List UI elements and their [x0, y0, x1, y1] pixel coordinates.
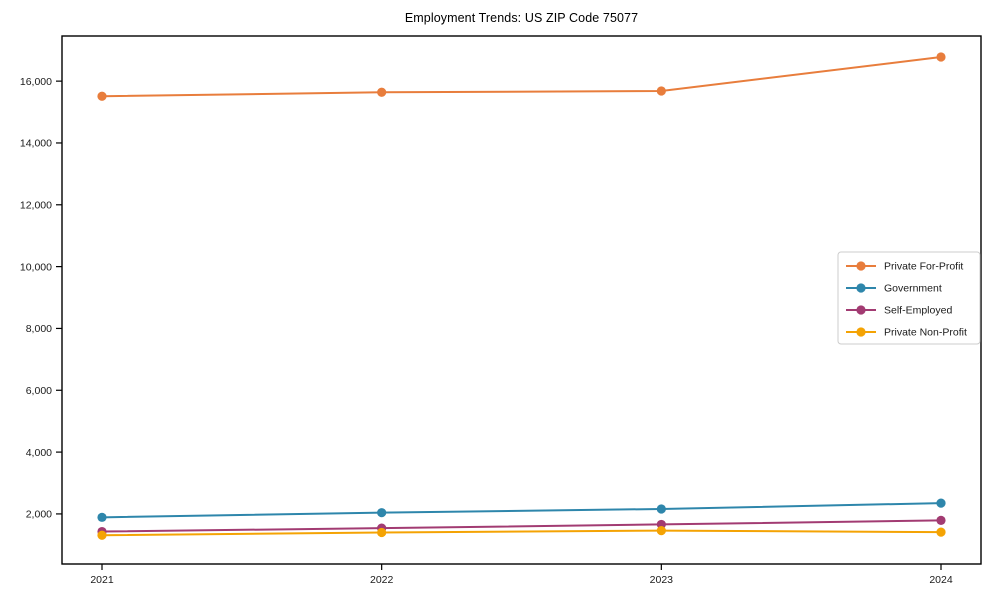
data-point [936, 527, 946, 537]
data-point [936, 515, 946, 526]
legend-marker-icon [856, 305, 866, 315]
data-point [936, 52, 946, 62]
data-point [936, 498, 946, 508]
y-axis-tick-label: 12,000 [20, 199, 52, 211]
data-point [656, 86, 666, 96]
legend-label: Private Non-Profit [884, 327, 967, 339]
data-point [97, 91, 107, 101]
y-axis-tick-label: 8,000 [26, 323, 52, 335]
chart-title: Employment Trends: US ZIP Code 75077 [404, 11, 639, 25]
data-point [377, 527, 387, 538]
series-line-self-employed [101, 519, 942, 533]
legend [837, 251, 981, 345]
series-line-private-non-profit [101, 529, 942, 537]
data-point [656, 526, 666, 536]
y-axis-tick-label: 6,000 [26, 385, 52, 397]
x-axis-tick-label: 2023 [650, 574, 674, 586]
x-axis-tick-label: 2021 [90, 574, 114, 586]
data-point [97, 530, 107, 540]
data-point [97, 512, 107, 522]
y-axis-tick-label: 14,000 [20, 138, 52, 150]
data-point [656, 504, 666, 514]
legend-label: Government [884, 283, 942, 295]
legend-label: Private For-Profit [884, 261, 963, 273]
legend-label: Self-Employed [884, 305, 952, 317]
plot-area-border [61, 35, 982, 565]
series-line-private-for-profit [101, 56, 942, 98]
legend-marker-icon [856, 283, 866, 293]
y-axis-tick-label: 10,000 [20, 261, 52, 273]
y-axis-tick-label: 16,000 [20, 76, 52, 88]
legend-marker-icon [856, 327, 866, 337]
data-point [377, 87, 387, 97]
series-line-government [101, 502, 942, 519]
data-point [377, 508, 387, 518]
legend-marker-icon [856, 261, 866, 271]
x-axis-tick-label: 2024 [929, 574, 953, 586]
y-axis-tick-label: 2,000 [26, 509, 52, 521]
y-axis-tick-label: 4,000 [26, 447, 52, 459]
x-axis-tick-label: 2022 [370, 574, 394, 586]
